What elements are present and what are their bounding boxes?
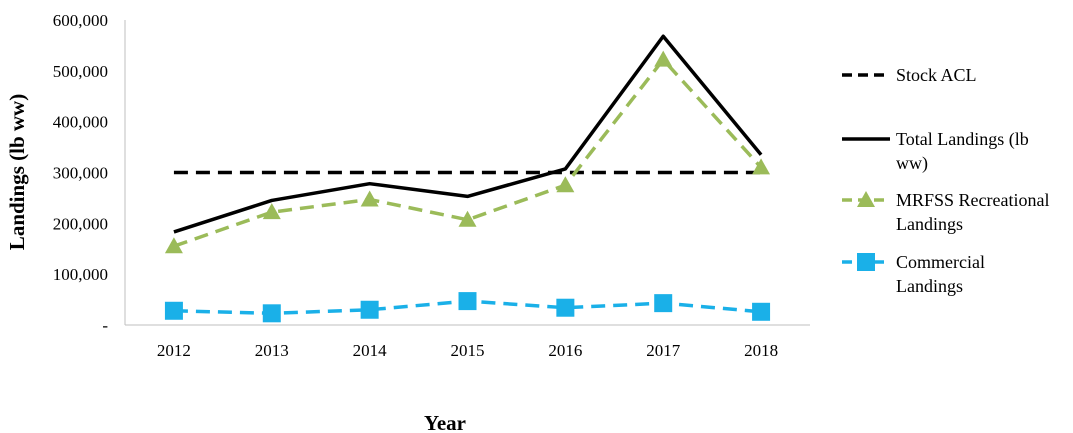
data-point <box>164 301 183 320</box>
y-axis-title: Landings (lb ww) <box>5 94 29 250</box>
data-point <box>458 210 477 227</box>
y-tick-label: 500,000 <box>53 62 108 81</box>
data-point <box>556 298 575 317</box>
y-tick-label: 100,000 <box>53 265 108 284</box>
x-tick-label: 2015 <box>451 341 485 360</box>
series-line <box>173 34 763 234</box>
legend-entry: MRFSS Recreational Landings <box>842 190 1050 234</box>
legend-label: Commercial Landings <box>896 252 985 296</box>
legend-marker <box>857 253 875 271</box>
data-point <box>752 302 771 321</box>
x-axis-title: Year <box>424 411 466 433</box>
data-point <box>556 176 575 193</box>
x-tick-label: 2013 <box>255 341 289 360</box>
x-tick-label: 2014 <box>353 341 388 360</box>
data-point <box>752 158 771 175</box>
x-tick-label: 2016 <box>548 341 582 360</box>
series-4 <box>164 292 771 323</box>
data-point <box>654 294 673 313</box>
y-tick-labels: - 100,000 200,000 300,000 400,000 500,000 600,… <box>53 11 109 335</box>
data-point <box>360 300 379 319</box>
legend-entry: Total Landings (lb ww) <box>842 129 1029 174</box>
legend-marker <box>857 191 875 207</box>
data-point <box>654 50 673 67</box>
x-tick-label: 2012 <box>157 341 191 360</box>
x-tick-label: 2018 <box>744 341 778 360</box>
x-tick-label: 2017 <box>646 341 681 360</box>
x-tick-labels: 2012 2013 2014 2015 2016 2017 2018 <box>157 341 778 360</box>
series-layer <box>164 34 771 323</box>
y-tick-label: 200,000 <box>53 214 108 233</box>
chart-axes <box>124 20 810 326</box>
y-tick-label: - <box>102 316 108 335</box>
legend-entry: Stock ACL <box>842 65 977 85</box>
data-point <box>164 237 183 254</box>
y-tick-label: 300,000 <box>53 164 108 183</box>
y-tick-label: 600,000 <box>53 11 108 30</box>
data-point <box>360 190 379 207</box>
series-2 <box>173 34 763 234</box>
legend-label: Stock ACL <box>896 65 977 85</box>
data-point <box>458 292 477 311</box>
chart-legend: Stock ACL Total Landings (lb ww) MRFSS Recr… <box>842 65 1050 296</box>
y-tick-label: 400,000 <box>53 113 108 132</box>
legend-label: Total Landings (lb ww) <box>896 129 1029 174</box>
data-point <box>262 203 281 220</box>
legend-entry: Commercial Landings <box>842 252 985 296</box>
legend-label: MRFSS Recreational Landings <box>896 190 1050 234</box>
series-3 <box>164 50 771 254</box>
data-point <box>262 304 281 323</box>
